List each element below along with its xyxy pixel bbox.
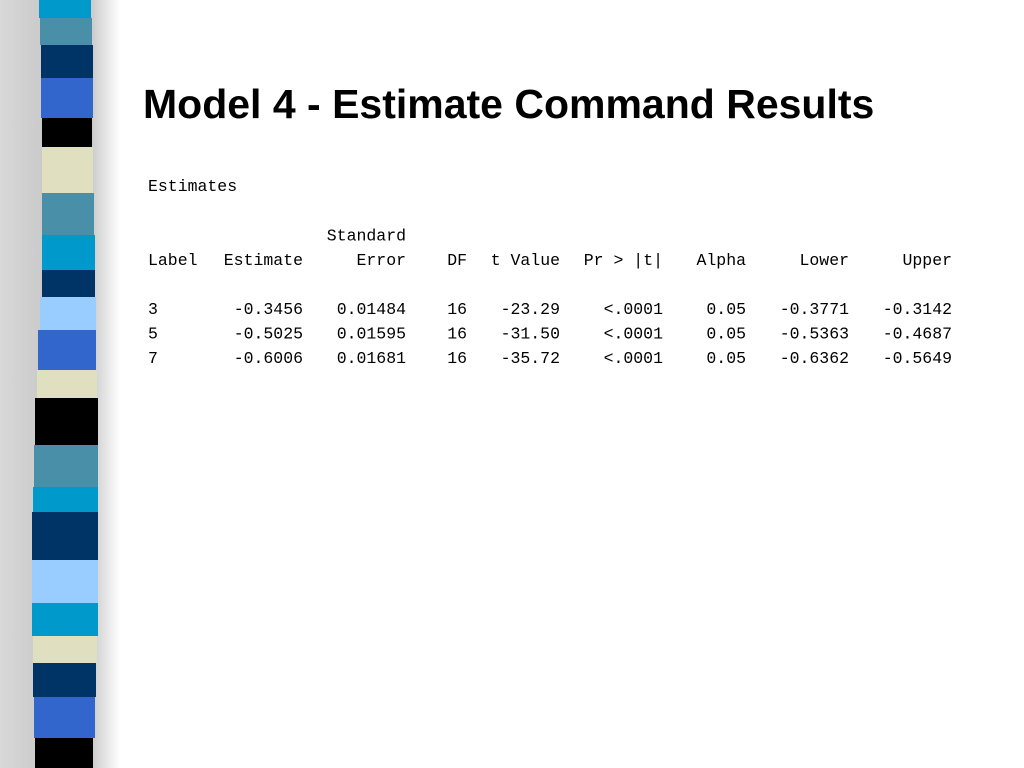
column-header: Label: [148, 251, 198, 270]
table-cell: 0.05: [706, 300, 746, 319]
table-cell: -0.6006: [234, 349, 303, 368]
table-cell: 16: [447, 300, 467, 319]
table-cell: 0.05: [706, 349, 746, 368]
column-header: Estimate: [224, 251, 303, 270]
table-cell: -0.3771: [780, 300, 849, 319]
table-cell: -0.3456: [234, 300, 303, 319]
table-cell: 3: [148, 300, 158, 319]
table-cell: -0.3142: [883, 300, 952, 319]
column-header: Standard: [327, 227, 406, 246]
table-cell: 16: [447, 349, 467, 368]
slide-title: Model 4 - Estimate Command Results: [143, 81, 874, 127]
table-cell: <.0001: [604, 349, 664, 368]
table-cell: -31.50: [501, 325, 560, 344]
table-cell: 0.05: [706, 325, 746, 344]
estimates-table: Label Estimate Standard Error DF t Value Pr > …: [148, 227, 952, 369]
table-cell: -0.6362: [780, 349, 849, 368]
table-cell: -0.5025: [234, 325, 303, 344]
table-cell: 0.01484: [337, 300, 406, 319]
table-cell: -0.4687: [883, 325, 952, 344]
table-cell: 0.01595: [337, 325, 406, 344]
table-cell: -0.5649: [883, 349, 952, 368]
table-cell: 0.01681: [337, 349, 406, 368]
column-header: DF: [447, 251, 467, 270]
column-header: Pr > |t|: [584, 251, 663, 270]
table-cell: -35.72: [501, 349, 560, 368]
table-cell: -0.5363: [780, 325, 849, 344]
table-caption: Estimates: [148, 177, 237, 196]
column-header: Lower: [799, 251, 849, 270]
column-header: Error: [356, 251, 406, 270]
table-cell: <.0001: [604, 300, 664, 319]
table-cell: 7: [148, 349, 158, 368]
table-cell: <.0001: [604, 325, 664, 344]
table-cell: 5: [148, 325, 158, 344]
column-header: t Value: [491, 251, 560, 270]
table-cell: 16: [447, 325, 467, 344]
decorative-stripe: [32, 0, 98, 768]
table-cell: -23.29: [501, 300, 560, 319]
column-header: Alpha: [696, 251, 746, 270]
column-header: Upper: [902, 251, 952, 270]
